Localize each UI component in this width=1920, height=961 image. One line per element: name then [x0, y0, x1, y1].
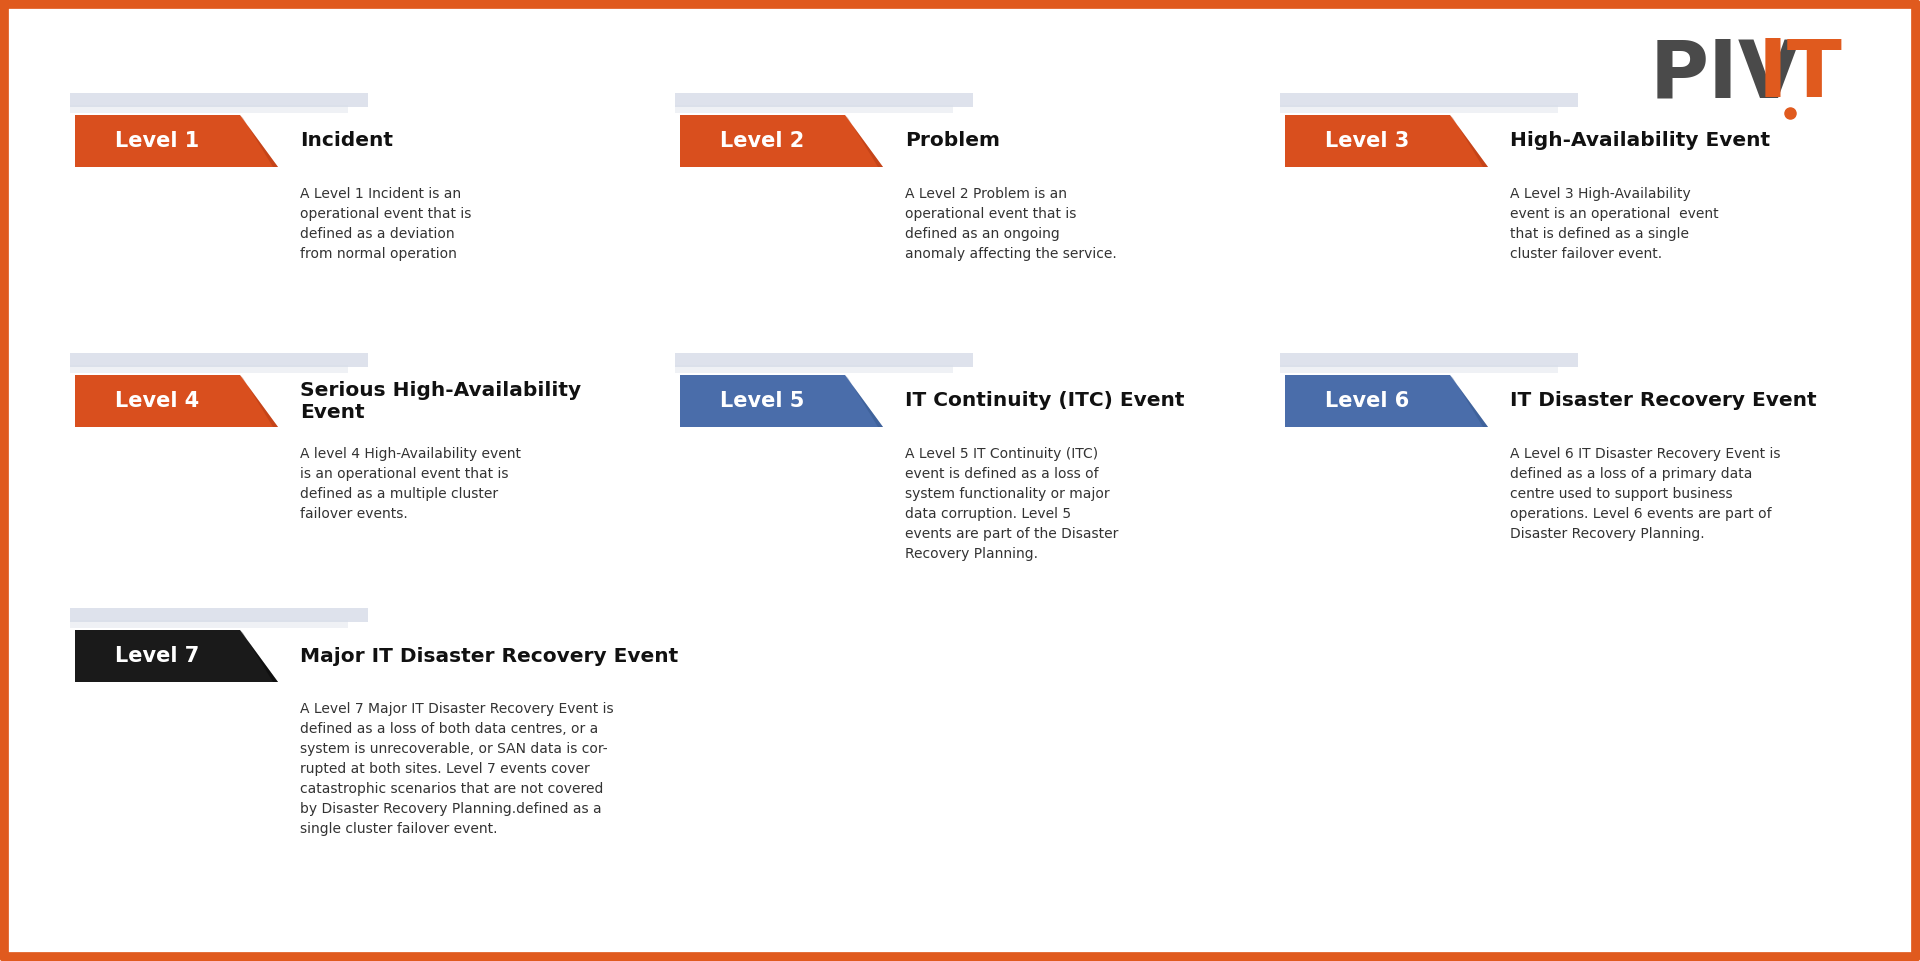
Polygon shape — [680, 375, 883, 427]
Text: A Level 6 IT Disaster Recovery Event is
defined as a loss of a primary data
cent: A Level 6 IT Disaster Recovery Event is … — [1509, 447, 1780, 541]
Polygon shape — [75, 375, 278, 427]
Polygon shape — [69, 105, 348, 113]
Polygon shape — [680, 115, 883, 167]
Text: Level 5: Level 5 — [720, 391, 804, 411]
Text: A Level 7 Major IT Disaster Recovery Event is
defined as a loss of both data cen: A Level 7 Major IT Disaster Recovery Eve… — [300, 702, 614, 836]
Text: Level 7: Level 7 — [115, 646, 200, 666]
Polygon shape — [676, 93, 973, 107]
Polygon shape — [1284, 375, 1488, 427]
Polygon shape — [1281, 93, 1578, 107]
Polygon shape — [1281, 365, 1557, 373]
Polygon shape — [69, 620, 348, 628]
Text: A Level 3 High-Availability
event is an operational  event
that is defined as a : A Level 3 High-Availability event is an … — [1509, 187, 1718, 261]
Text: Level 1: Level 1 — [115, 131, 200, 151]
Polygon shape — [845, 115, 883, 167]
Polygon shape — [1284, 115, 1488, 167]
Polygon shape — [69, 93, 369, 107]
Text: Serious High-Availability
Event: Serious High-Availability Event — [300, 381, 582, 422]
Polygon shape — [69, 365, 348, 373]
Polygon shape — [69, 608, 369, 622]
Text: PIV: PIV — [1649, 36, 1801, 114]
Polygon shape — [1450, 375, 1488, 427]
Text: Level 4: Level 4 — [115, 391, 200, 411]
Polygon shape — [845, 375, 883, 427]
Polygon shape — [75, 115, 278, 167]
Text: Major IT Disaster Recovery Event: Major IT Disaster Recovery Event — [300, 647, 678, 666]
Text: IT Disaster Recovery Event: IT Disaster Recovery Event — [1509, 391, 1816, 410]
Text: Problem: Problem — [904, 132, 1000, 151]
Text: Level 3: Level 3 — [1325, 131, 1409, 151]
Polygon shape — [676, 353, 973, 367]
Polygon shape — [69, 353, 369, 367]
Text: Level 6: Level 6 — [1325, 391, 1409, 411]
Polygon shape — [75, 630, 278, 682]
Polygon shape — [240, 115, 278, 167]
Text: IT Continuity (ITC) Event: IT Continuity (ITC) Event — [904, 391, 1185, 410]
Polygon shape — [240, 630, 278, 682]
Text: A Level 1 Incident is an
operational event that is
defined as a deviation
from n: A Level 1 Incident is an operational eve… — [300, 187, 472, 261]
Text: Level 2: Level 2 — [720, 131, 804, 151]
Polygon shape — [676, 365, 952, 373]
Text: A Level 5 IT Continuity (ITC)
event is defined as a loss of
system functionality: A Level 5 IT Continuity (ITC) event is d… — [904, 447, 1117, 561]
Text: A Level 2 Problem is an
operational event that is
defined as an ongoing
anomaly : A Level 2 Problem is an operational even… — [904, 187, 1117, 261]
Text: IT: IT — [1759, 36, 1843, 114]
Text: Incident: Incident — [300, 132, 394, 151]
Polygon shape — [676, 105, 952, 113]
Text: A level 4 High-Availability event
is an operational event that is
defined as a m: A level 4 High-Availability event is an … — [300, 447, 520, 521]
Text: High-Availability Event: High-Availability Event — [1509, 132, 1770, 151]
Polygon shape — [240, 375, 278, 427]
Polygon shape — [1281, 353, 1578, 367]
Polygon shape — [1450, 115, 1488, 167]
Polygon shape — [1281, 105, 1557, 113]
